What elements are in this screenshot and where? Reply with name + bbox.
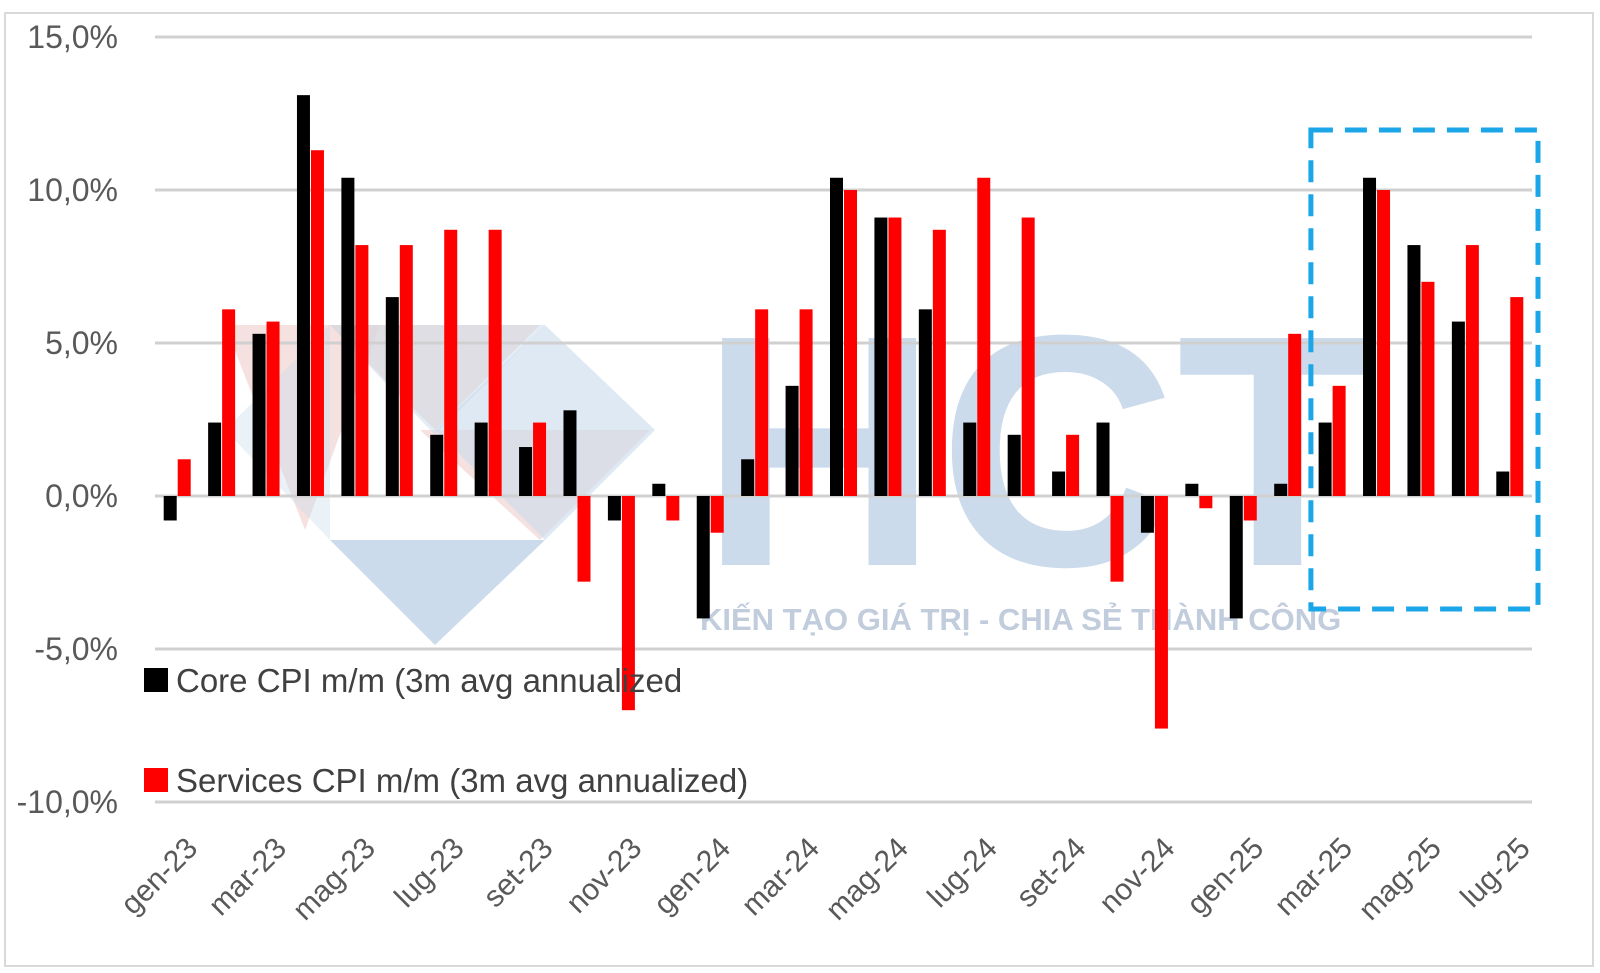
services-bar-giu-24 <box>932 229 946 496</box>
services-bar-mar-23 <box>266 321 280 496</box>
legend-swatch-services <box>144 768 168 792</box>
services-bar-mag-25 <box>1421 281 1435 496</box>
core-bar-giu-24 <box>918 309 932 496</box>
core-bar-feb-24 <box>741 459 755 496</box>
core-bar-lug-24 <box>963 422 977 496</box>
core-bar-giu-25 <box>1451 321 1465 496</box>
services-bar-mar-24 <box>799 309 813 496</box>
core-bar-ott-23 <box>563 410 577 496</box>
watermark-logo-text: HCT <box>700 266 1378 635</box>
x-tick-label: nov-24 <box>1093 832 1181 920</box>
services-bar-ago-23 <box>488 229 502 496</box>
core-bar-dic-24 <box>1185 483 1199 496</box>
services-bar-nov-23 <box>621 496 635 711</box>
x-tick-label: lug-24 <box>921 832 1003 914</box>
x-tick-label: set-24 <box>1010 832 1092 914</box>
x-tick-label: mag-23 <box>287 832 382 927</box>
core-bar-lug-25 <box>1496 471 1510 496</box>
services-bar-giu-23 <box>399 245 413 496</box>
x-tick-label: mar-25 <box>1269 832 1360 923</box>
core-bar-nov-24 <box>1140 496 1154 533</box>
watermark-tagline: KIẾN TẠO GIÁ TRỊ - CHIA SẺ THÀNH CÔNG <box>700 601 1341 637</box>
services-bar-mag-24 <box>888 217 902 497</box>
x-tick-label: gen-23 <box>115 832 204 921</box>
core-bar-gen-25 <box>1229 496 1243 619</box>
services-bar-ago-24 <box>1021 217 1035 497</box>
core-bar-feb-23 <box>208 422 222 496</box>
core-bar-mag-25 <box>1407 245 1421 496</box>
core-bar-lug-23 <box>430 434 444 496</box>
y-axis-labels: 15,0% 10,0% 5,0% 0,0% -5,0% -10,0% <box>17 19 118 820</box>
x-tick-label: mar-24 <box>735 832 826 923</box>
services-bar-mar-25 <box>1332 385 1346 496</box>
core-bar-set-23 <box>519 447 533 496</box>
core-bar-mar-25 <box>1318 422 1332 496</box>
core-bar-set-24 <box>1052 471 1066 496</box>
core-bar-mar-24 <box>785 385 799 496</box>
y-tick-label: 0,0% <box>45 478 118 514</box>
core-bar-ago-24 <box>1007 434 1021 496</box>
services-bar-ott-23 <box>577 496 591 582</box>
x-tick-label: lug-23 <box>388 832 470 914</box>
services-bar-gen-23 <box>177 459 191 496</box>
services-bar-apr-25 <box>1377 190 1391 496</box>
watermark-logo-icon: HCT <box>225 266 1378 645</box>
services-bar-nov-24 <box>1154 496 1168 729</box>
services-bar-lug-25 <box>1510 297 1524 496</box>
services-bar-mag-23 <box>355 245 369 496</box>
x-tick-label: set-23 <box>477 832 559 914</box>
core-bar-mag-24 <box>874 217 888 497</box>
legend-swatch-core <box>144 668 168 692</box>
legend: Core CPI m/m (3m avg annualized Services… <box>144 662 748 799</box>
y-tick-label: 10,0% <box>27 172 118 208</box>
services-bar-feb-24 <box>755 309 769 496</box>
x-tick-label: nov-23 <box>560 832 648 920</box>
services-bar-set-23 <box>533 422 547 496</box>
services-bar-feb-25 <box>1288 333 1302 496</box>
core-bar-ago-23 <box>474 422 488 496</box>
services-bar-lug-24 <box>977 177 991 496</box>
x-tick-label: gen-25 <box>1181 832 1270 921</box>
gridlines <box>155 35 1532 804</box>
x-tick-label: mar-23 <box>202 832 293 923</box>
bars <box>163 95 1524 729</box>
y-tick-label: 5,0% <box>45 325 118 361</box>
core-bar-dic-23 <box>652 483 666 496</box>
legend-label-core: Core CPI m/m (3m avg annualized <box>176 662 682 699</box>
core-bar-ott-24 <box>1096 422 1110 496</box>
services-bar-set-24 <box>1066 434 1080 496</box>
core-bar-giu-23 <box>385 297 399 496</box>
x-tick-label: mag-25 <box>1353 832 1448 927</box>
y-tick-label: -10,0% <box>17 784 118 820</box>
x-tick-label: gen-24 <box>648 832 737 921</box>
highlight-box <box>1308 127 1541 612</box>
y-tick-label: -5,0% <box>34 631 118 667</box>
core-bar-feb-25 <box>1274 483 1288 496</box>
core-bar-apr-24 <box>830 177 843 496</box>
core-bar-mag-23 <box>341 177 355 496</box>
core-bar-gen-23 <box>163 496 177 521</box>
services-bar-giu-25 <box>1465 245 1479 496</box>
core-bar-nov-23 <box>607 496 621 521</box>
services-bar-gen-25 <box>1243 496 1257 521</box>
services-bar-dic-24 <box>1199 496 1213 509</box>
chart-frame <box>4 12 1594 967</box>
services-bar-feb-23 <box>222 309 236 496</box>
y-tick-label: 15,0% <box>27 19 118 55</box>
core-bar-apr-25 <box>1363 177 1377 496</box>
services-bar-gen-24 <box>710 496 724 533</box>
services-bar-dic-23 <box>666 496 680 521</box>
core-bar-apr-23 <box>296 95 310 496</box>
services-bar-lug-23 <box>444 229 458 496</box>
services-bar-apr-23 <box>310 150 324 496</box>
x-tick-label: mag-24 <box>820 832 915 927</box>
x-tick-label: lug-25 <box>1454 832 1536 914</box>
services-bar-apr-24 <box>844 190 857 496</box>
services-bar-ott-24 <box>1110 496 1124 582</box>
legend-label-services: Services CPI m/m (3m avg annualized) <box>176 762 748 799</box>
core-bar-gen-24 <box>696 496 710 619</box>
core-bar-mar-23 <box>252 333 266 496</box>
